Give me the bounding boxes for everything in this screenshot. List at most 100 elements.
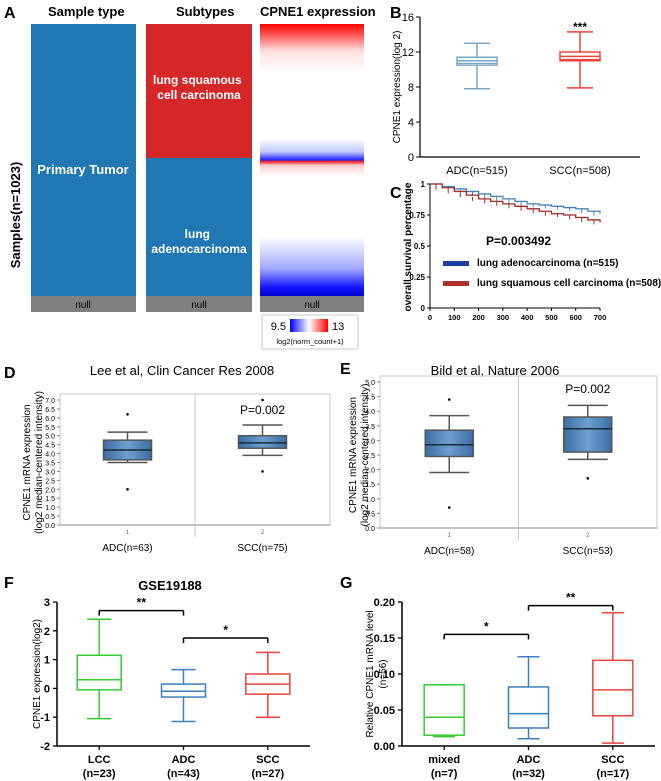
c-xtick-label-7: 700 [594,313,607,322]
g-ytick-label-4: 0.20 [374,597,395,609]
d-ytick-label-1: 0.5 [45,514,55,521]
f-count-0: (n=23) [83,768,116,780]
e-box-0-box [424,429,474,458]
c-ytick-label-4: 1 [421,180,426,189]
c-legend-swatch-1 [443,281,469,286]
c-ytick-label-3: 0.75 [409,211,425,220]
e-box-0-outlier-1 [447,506,451,509]
c-ytick-label-0: 0 [421,304,426,313]
e-ytick-label-7: 3.5 [365,424,375,431]
d-box-0-outlier-0 [126,412,129,416]
subtype-null-label: null [191,300,207,311]
e-slot-1: 2 [586,533,590,539]
c-xtick-label-2: 200 [472,313,485,322]
d-ytick-label-5: 2.5 [45,478,55,485]
g-y-label-line2: (n=56) [378,659,389,688]
subtype-scc-line2: cell carcinoma [157,88,241,102]
c-y-label: overall survival percentage [403,182,414,311]
d-ytick-label-0: 0.0 [45,523,55,530]
b-ytick-label-4: 16 [402,12,414,24]
g-ytick-label-1: 0.05 [374,705,395,717]
c-legend-swatch-0 [443,261,469,266]
e-y-label-line1: CPNE1 mRNA expression [348,397,359,513]
b-ytick-label-1: 4 [408,117,414,129]
e-ytick-label-5: 2.5 [365,453,375,460]
c-pvalue: P=0.003492 [486,234,551,248]
heatmap-header-subtypes: Subtypes [176,4,235,19]
b-ytick-label-3: 12 [402,47,414,59]
subtype-adc-label: lung adenocarcinoma [151,227,247,256]
f-ytick-label-0: -2 [40,741,50,753]
e-title: Bild et al, Nature 2006 [431,363,560,378]
subtype-scc-line1: lung squamous [153,73,242,87]
sample-type-null-label: null [75,300,91,311]
g-category-0: mixed [428,754,460,766]
e-ytick-label-3: 1.5 [365,482,375,489]
d-slot-1: 2 [261,530,265,536]
d-slot-0: 1 [126,530,130,536]
d-ytick-label-6: 3.0 [45,469,55,476]
subtype-null [146,296,252,312]
d-ytick-label-11: 5.5 [45,425,55,432]
panel-letter-e: E [340,361,351,378]
panel-c: C 0 0.25 0.5 0.75 1 0 100 200 300 400 500 600 700 ove… [390,180,661,322]
heatmap-y-label: Samples(n=1023) [8,162,23,269]
f-box-0-box [76,654,122,691]
d-ytick-label-13: 6.5 [45,407,55,414]
c-series-0 [430,183,601,214]
colorbar-label: log2(norm_count+1) [276,337,344,346]
d-category-0: ADC(n=63) [102,543,152,554]
d-box-1-outlier-0 [261,470,264,473]
c-xtick-label-6: 600 [569,313,582,322]
f-sig-label-1: * [223,623,228,637]
colorbar-gradient [290,319,328,332]
c-xtick-label-3: 300 [497,313,510,322]
f-category-0: LCC [88,754,111,766]
e-box-1-outlier-0 [586,477,590,480]
panel-letter-c: C [390,185,402,202]
c-series-1 [430,183,601,223]
subtype-adc-line1: lung [185,227,210,241]
d-y-label-line1: CPNE1 mRNA expression [22,404,33,520]
e-ytick-label-9: 4.5 [365,395,375,402]
f-count-2: (n=27) [251,768,284,780]
c-ytick-label-1: 0.25 [409,273,425,282]
f-ytick-label-2: 0 [44,683,50,695]
b-category-0: ADC(n=515) [446,165,507,177]
b-y-label: CPNE1 expression(log 2) [392,31,403,144]
g-count-2: (n=17) [596,768,629,780]
subtype-scc-bar [146,24,252,158]
c-xtick-label-5: 500 [545,313,558,322]
e-ytick-label-1: 0.5 [365,511,375,518]
e-ytick-label-4: 2.0 [365,468,375,475]
subtype-scc-label: lung squamous cell carcinoma [153,73,245,102]
panel-b: B 0 4 8 12 16 CPNE1 expression(log 2) ADC(n=51… [390,5,640,177]
heatmap-header-expression: CPNE1 expression [260,4,376,19]
e-category-0: ADC(n=58) [424,546,474,557]
d-ytick-label-3: 1.5 [45,496,55,503]
e-box-1-box [563,416,613,453]
f-sig-label-0: ** [137,596,147,610]
d-ytick-label-9: 4.5 [45,443,55,450]
colorbar-max: 13 [332,321,344,333]
b-ytick-label-0: 0 [408,152,414,164]
f-ytick-label-3: 1 [44,655,50,667]
d-category-1: SCC(n=75) [237,543,287,554]
sample-type-bar [31,24,136,296]
panel-a: A Sample type Subtypes CPNE1 expression … [4,4,376,350]
f-category-2: SCC [256,754,279,766]
f-y-label: CPNE1 expression(log2) [32,619,43,729]
d-title: Lee et al, Clin Cancer Res 2008 [90,363,274,378]
g-sig-label-1: ** [566,591,576,605]
c-ytick-label-2: 0.5 [414,242,426,251]
e-box-0-outlier-0 [447,398,451,401]
g-ytick-label-3: 0.15 [374,633,395,645]
f-count-1: (n=43) [167,768,200,780]
g-sig-label-0: * [484,619,489,633]
d-ytick-label-10: 5.0 [45,434,55,441]
e-ytick-label-6: 3.0 [365,438,375,445]
panel-letter-b: B [390,5,402,22]
subtype-adc-bar [146,158,252,296]
f-ytick-label-5: 3 [44,597,50,609]
